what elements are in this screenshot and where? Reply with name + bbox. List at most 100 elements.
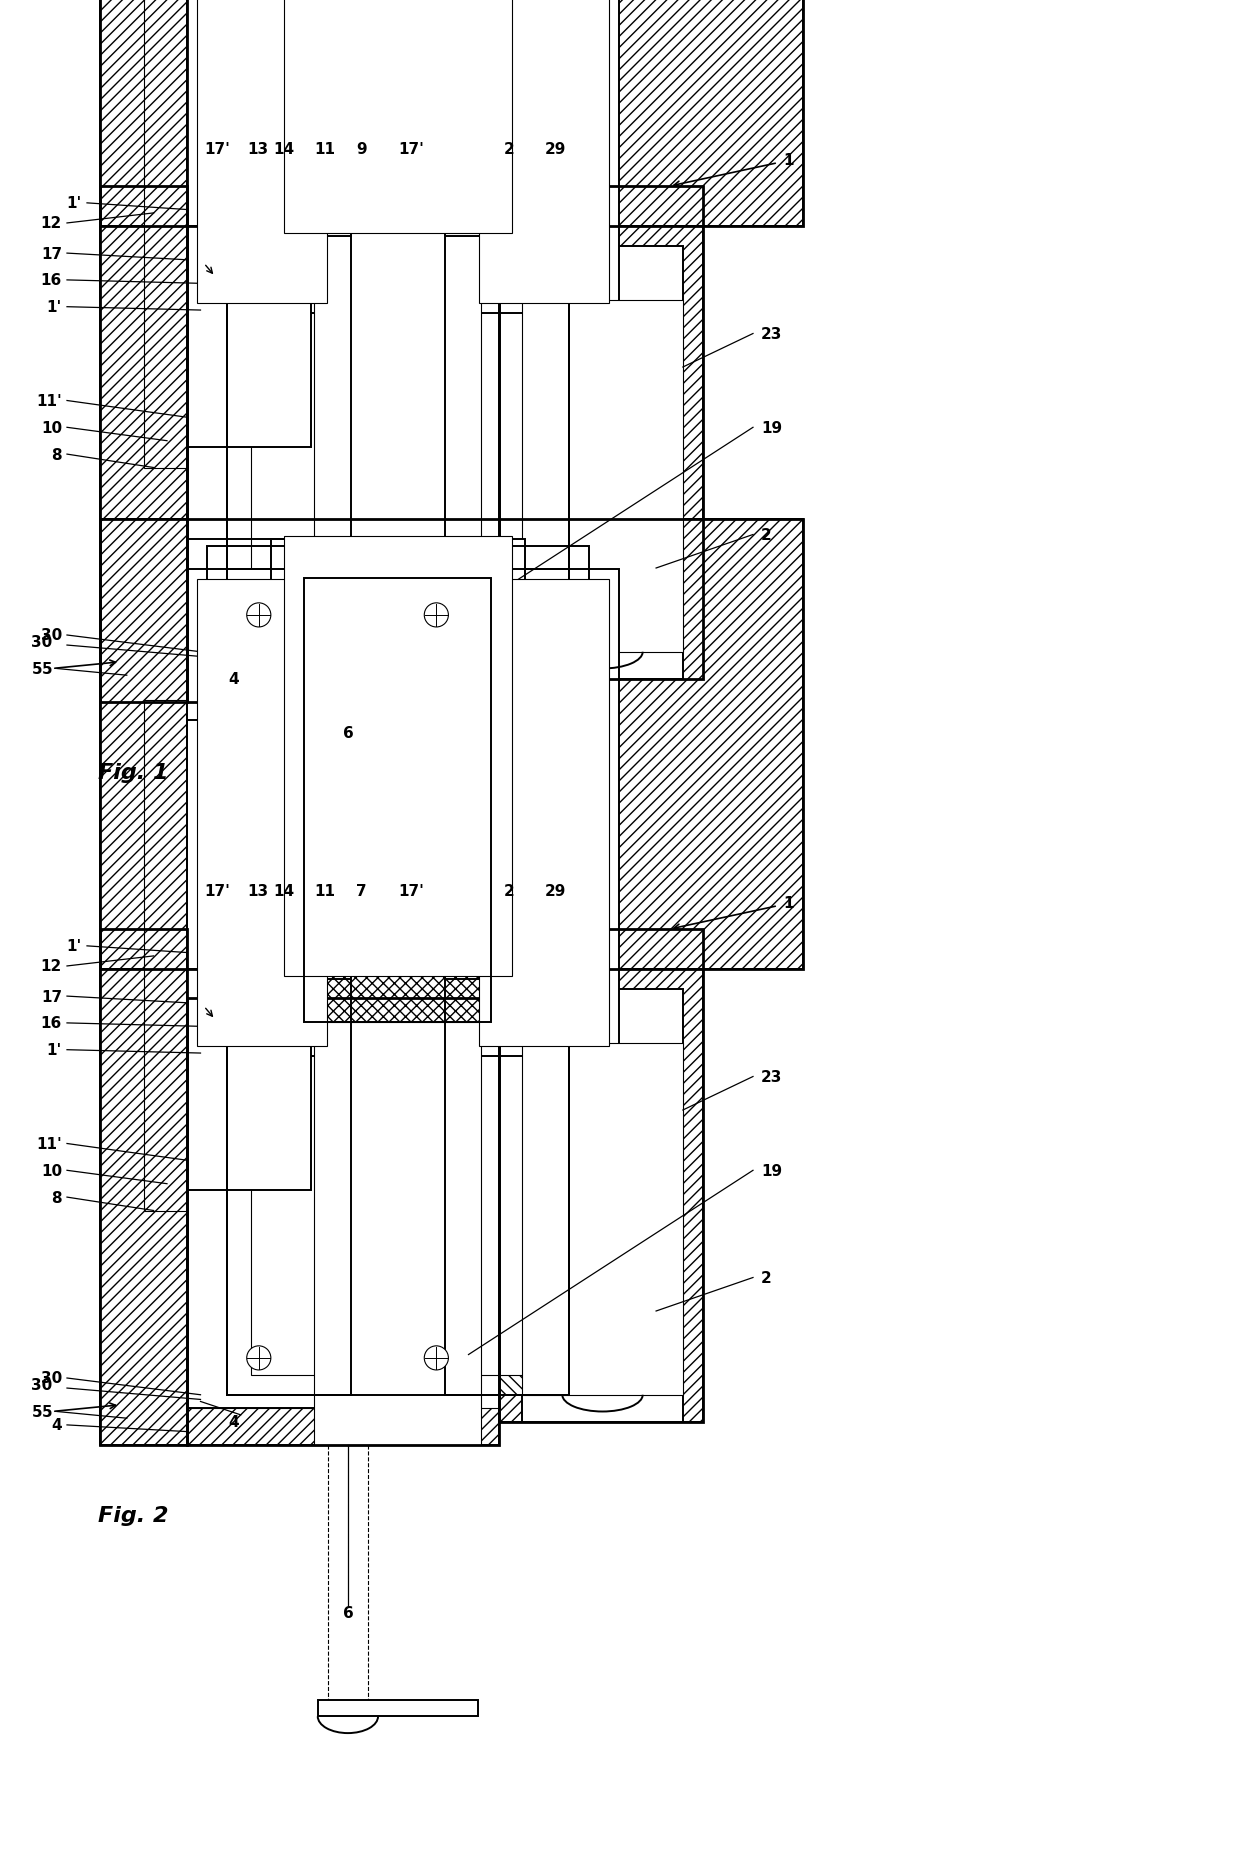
Bar: [144, 0, 288, 467]
Text: 30: 30: [31, 1378, 52, 1393]
Bar: [197, 0, 327, 304]
Bar: [100, 929, 187, 1445]
Text: 2: 2: [761, 527, 771, 544]
Text: 12: 12: [41, 217, 62, 232]
Bar: [227, 965, 568, 1395]
Bar: [100, 929, 187, 1445]
Bar: [479, 0, 609, 304]
Bar: [187, 0, 321, 666]
Text: 23: 23: [761, 1070, 782, 1085]
Bar: [187, 0, 498, 666]
Bar: [469, 0, 619, 313]
Bar: [445, 0, 568, 653]
Text: 19: 19: [761, 421, 782, 436]
Bar: [187, 976, 321, 1408]
Text: 16: 16: [41, 1017, 62, 1031]
Text: 1': 1': [47, 301, 62, 315]
Bar: [207, 0, 351, 237]
Text: 5: 5: [31, 662, 42, 677]
Bar: [445, 569, 568, 1395]
Text: 5: 5: [41, 1404, 52, 1419]
Text: 1: 1: [782, 896, 794, 911]
Text: 12: 12: [41, 959, 62, 974]
Text: 17': 17': [205, 885, 231, 900]
Bar: [100, 519, 804, 970]
Bar: [187, 0, 337, 313]
Text: 30: 30: [41, 1371, 62, 1386]
Text: 4: 4: [228, 1414, 239, 1430]
Text: Fig. 1: Fig. 1: [98, 762, 169, 783]
Circle shape: [247, 1347, 270, 1371]
Text: 17': 17': [398, 141, 424, 156]
Text: 16: 16: [41, 273, 62, 288]
Bar: [187, 523, 498, 966]
Text: 4: 4: [228, 672, 239, 686]
Text: 1: 1: [782, 152, 794, 167]
Bar: [250, 569, 546, 1375]
Text: 5: 5: [41, 662, 52, 677]
Bar: [469, 569, 619, 1057]
Bar: [315, 1022, 481, 1445]
Circle shape: [424, 603, 449, 627]
Bar: [445, 0, 489, 237]
Circle shape: [247, 603, 270, 627]
Bar: [317, 1699, 479, 1716]
Text: 13: 13: [247, 141, 268, 156]
Bar: [227, 0, 351, 653]
Text: 17': 17': [398, 885, 424, 900]
Text: 9: 9: [356, 141, 367, 156]
Bar: [187, 985, 498, 1408]
Bar: [187, 998, 498, 1445]
Text: 29: 29: [544, 885, 567, 900]
Bar: [445, 547, 589, 979]
Text: 11': 11': [36, 1137, 62, 1152]
Bar: [227, 569, 351, 1395]
Text: 11: 11: [314, 885, 335, 900]
Text: 8: 8: [51, 1189, 62, 1206]
Text: 17: 17: [41, 247, 62, 262]
Bar: [498, 929, 703, 1421]
Text: 10: 10: [41, 1163, 62, 1178]
Bar: [207, 0, 351, 237]
Bar: [100, 519, 804, 970]
Bar: [187, 540, 498, 970]
Text: 2: 2: [503, 885, 515, 900]
Bar: [522, 991, 683, 1421]
Bar: [187, 722, 310, 1191]
Bar: [284, 536, 512, 976]
Bar: [479, 581, 609, 1046]
Bar: [187, 540, 498, 970]
Text: 17': 17': [205, 141, 231, 156]
Bar: [187, 0, 498, 703]
Bar: [445, 547, 489, 979]
Text: 11: 11: [314, 141, 335, 156]
Bar: [227, 0, 568, 653]
Bar: [498, 187, 703, 679]
Bar: [304, 579, 491, 1022]
Bar: [270, 0, 525, 237]
Bar: [445, 0, 589, 237]
Text: 4: 4: [51, 1417, 62, 1432]
Text: 1': 1': [47, 1043, 62, 1057]
Bar: [100, 187, 187, 703]
Bar: [100, 187, 187, 703]
Bar: [315, 0, 481, 703]
Bar: [445, 569, 568, 1395]
Text: 19: 19: [761, 1163, 782, 1178]
Text: 7: 7: [356, 885, 367, 900]
Text: 8: 8: [51, 447, 62, 462]
Bar: [270, 540, 525, 979]
Bar: [284, 0, 512, 234]
Bar: [227, 0, 568, 653]
Text: 14: 14: [274, 885, 295, 900]
Bar: [100, 0, 804, 226]
Text: 6: 6: [342, 1605, 353, 1619]
Bar: [187, 0, 498, 703]
Text: 1': 1': [67, 939, 82, 953]
Text: 23: 23: [761, 326, 782, 341]
Bar: [187, 0, 498, 224]
Text: 5: 5: [31, 1404, 42, 1419]
Bar: [522, 247, 683, 679]
Text: 10: 10: [41, 421, 62, 436]
Bar: [227, 965, 568, 1395]
